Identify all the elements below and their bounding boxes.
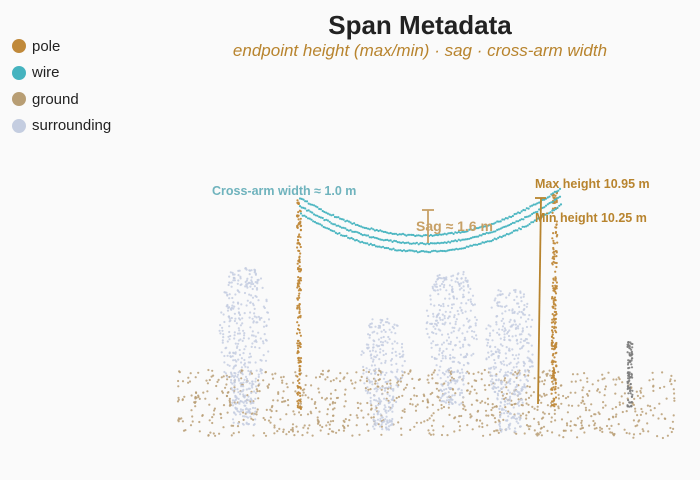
legend-item-surrounding: surrounding xyxy=(12,113,111,140)
ground-points xyxy=(176,368,677,440)
legend-label-surrounding: surrounding xyxy=(32,117,112,135)
sag-annotation: Sag ≈ 1.6 m xyxy=(416,218,493,234)
legend-item-wire: wire xyxy=(12,60,111,87)
page-title: Span Metadata xyxy=(328,10,512,40)
legend-label-ground: ground xyxy=(32,90,79,108)
sag-marker xyxy=(422,209,434,243)
legend-swatch-ground xyxy=(12,92,26,107)
legend-swatch-surrounding xyxy=(12,118,26,133)
height-marker xyxy=(535,197,546,405)
height-marker-line xyxy=(537,197,542,405)
legend-item-ground: ground xyxy=(12,86,111,113)
wire-points xyxy=(298,187,563,254)
page-subtitle: endpoint height (max/min) · sag · cross-… xyxy=(232,41,608,60)
legend-label-wire: wire xyxy=(32,64,60,82)
legend-label-pole: pole xyxy=(32,37,61,55)
dark-vegetation-points xyxy=(626,341,634,408)
crossarm-annotation: Cross-arm width ≈ 1.0 m xyxy=(212,184,356,198)
legend: pole wire ground surrounding xyxy=(12,33,111,139)
legend-swatch-pole xyxy=(12,39,26,54)
min-height-annotation: Min height 10.25 m xyxy=(535,211,647,225)
legend-swatch-wire xyxy=(12,65,26,80)
surrounding-points xyxy=(218,267,534,433)
max-height-annotation: Max height 10.95 m xyxy=(535,177,650,191)
pole-points xyxy=(295,190,559,410)
legend-item-pole: pole xyxy=(12,33,111,60)
